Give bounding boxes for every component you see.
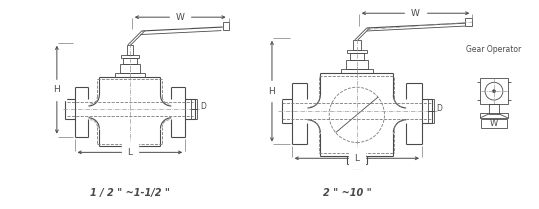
Text: 1 / 2 " ~1-1/2 ": 1 / 2 " ~1-1/2 " — [90, 188, 170, 198]
Bar — [350, 53, 364, 60]
Text: W: W — [176, 13, 185, 22]
Bar — [127, 45, 133, 55]
Text: D: D — [200, 102, 206, 111]
Text: D: D — [437, 104, 443, 113]
Text: H: H — [53, 85, 60, 94]
Text: H: H — [268, 87, 275, 96]
Bar — [121, 55, 139, 58]
Bar — [428, 111, 434, 123]
Circle shape — [493, 90, 495, 93]
Bar — [120, 64, 140, 73]
Bar — [123, 58, 137, 64]
Bar — [480, 78, 508, 104]
Bar — [346, 60, 368, 69]
Text: W: W — [490, 119, 498, 128]
Bar — [347, 50, 367, 53]
Bar — [191, 109, 197, 119]
Bar — [480, 113, 508, 118]
Bar — [481, 119, 507, 128]
Bar — [465, 18, 472, 26]
Bar — [428, 99, 434, 111]
Text: W: W — [411, 9, 420, 18]
Bar — [489, 104, 499, 114]
Bar — [191, 99, 197, 109]
Bar — [353, 40, 361, 50]
Bar — [223, 22, 229, 30]
Text: Gear Operator: Gear Operator — [466, 45, 522, 54]
Bar — [115, 73, 144, 77]
Text: L: L — [354, 154, 360, 163]
Text: 2 " ~10 ": 2 " ~10 " — [322, 188, 371, 198]
Bar — [341, 69, 372, 73]
Text: L: L — [127, 148, 133, 157]
